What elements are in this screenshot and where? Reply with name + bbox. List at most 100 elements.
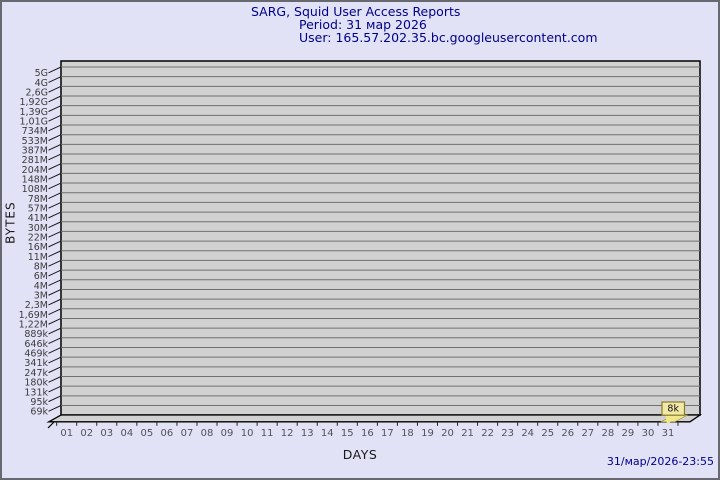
y-tick-label: 131k	[24, 387, 48, 398]
y-tick-connector	[48, 192, 62, 199]
x-tick-label: 11	[261, 428, 274, 439]
y-tick-connector	[48, 230, 62, 238]
y-tick-label: 69k	[30, 407, 48, 418]
y-tick-connector	[48, 76, 62, 83]
y-tick-connector	[48, 172, 62, 180]
x-tick-label: 23	[501, 428, 514, 439]
x-tick-label: 17	[381, 428, 394, 439]
y-tick-label: 387M	[22, 145, 48, 156]
y-tick-label: 11M	[28, 252, 48, 263]
y-tick-label: 1,69M	[19, 310, 48, 321]
x-tick-label: 07	[181, 428, 194, 439]
report-timestamp: 31/мар/2026-23:55	[606, 455, 714, 468]
y-tick-connector	[48, 250, 62, 258]
x-tick-label: 24	[521, 428, 534, 439]
y-tick-connector	[48, 298, 62, 306]
x-tick-label: 10	[241, 428, 254, 439]
y-tick-connector	[48, 376, 62, 383]
x-tick-label: 13	[301, 428, 314, 439]
annotation-box	[661, 401, 686, 416]
x-tick-label: 04	[120, 428, 133, 439]
y-tick-connector	[48, 347, 62, 354]
y-tick-connector	[48, 124, 62, 132]
y-tick-label: 4G	[35, 78, 48, 89]
y-tick-connector	[48, 211, 62, 219]
y-tick-connector	[48, 327, 62, 335]
y-tick-label: 78M	[28, 194, 48, 205]
y-tick-connector	[48, 337, 62, 345]
y-tick-label: 1,01G	[19, 116, 48, 127]
x-tick-label: 20	[441, 428, 454, 439]
y-tick-label: 1,39G	[19, 107, 48, 118]
y-tick-label: 247k	[24, 368, 48, 379]
x-tick-label: 06	[161, 428, 174, 439]
x-tick-label: 30	[642, 428, 655, 439]
y-tick-connector	[48, 395, 62, 403]
y-tick-label: 30M	[28, 223, 48, 234]
y-tick-label: 889k	[24, 329, 48, 340]
x-tick-label: 05	[141, 428, 154, 439]
y-tick-connector	[48, 279, 62, 287]
y-tick-connector	[48, 385, 62, 393]
y-tick-connector	[48, 240, 62, 248]
y-tick-label: 41M	[28, 213, 48, 224]
y-tick-connector	[48, 318, 62, 325]
y-tick-label: 108M	[22, 184, 48, 195]
y-tick-label: 204M	[22, 165, 48, 176]
x-tick-label: 15	[341, 428, 354, 439]
x-tick-label: 25	[541, 428, 554, 439]
x-tick-label: 26	[561, 428, 574, 439]
y-tick-connector	[48, 269, 62, 277]
y-tick-connector	[48, 308, 62, 316]
chart-subtitle-user: User: 165.57.202.35.bc.googleusercontent…	[299, 30, 598, 45]
y-tick-label: 57M	[28, 204, 48, 215]
y-tick-connector	[48, 182, 62, 190]
y-tick-label: 4M	[34, 281, 48, 292]
y-tick-connector	[48, 405, 62, 412]
x-tick-label: 31	[662, 428, 675, 439]
y-tick-label: 16M	[28, 242, 48, 253]
x-tick-label: 27	[581, 428, 594, 439]
y-axis-title: BYTES	[3, 201, 18, 244]
y-tick-label: 533M	[22, 136, 48, 147]
y-tick-label: 3M	[34, 291, 48, 302]
chart-subtitle-period: Period: 31 мар 2026	[299, 17, 427, 32]
x-tick-label: 09	[221, 428, 234, 439]
y-tick-label: 95k	[30, 397, 48, 408]
y-tick-label: 281M	[22, 155, 48, 166]
y-tick-connector	[48, 114, 62, 122]
y-tick-label: 341k	[24, 358, 48, 369]
x-tick-label: 18	[401, 428, 414, 439]
y-tick-connector	[48, 143, 62, 151]
y-tick-label: 22M	[28, 233, 48, 244]
y-tick-label: 8M	[34, 262, 48, 273]
y-tick-connector	[48, 201, 62, 209]
y-tick-connector	[48, 134, 62, 141]
x-axis-title: DAYS	[342, 447, 378, 462]
y-tick-connector	[48, 259, 62, 267]
x-tick-label: 16	[361, 428, 374, 439]
x-tick-label: 29	[622, 428, 635, 439]
x-tick-label: 28	[601, 428, 614, 439]
x-tick-label: 08	[201, 428, 214, 439]
y-tick-label: 646k	[24, 339, 48, 350]
y-tick-connector	[48, 288, 62, 296]
x-tick-label: 03	[100, 428, 113, 439]
chart-title: SARG, Squid User Access Reports	[251, 4, 461, 19]
y-tick-label: 1,22M	[19, 320, 48, 331]
y-tick-label: 734M	[22, 126, 48, 137]
x-tick-label: 19	[421, 428, 434, 439]
x-tick-label: 22	[481, 428, 494, 439]
y-tick-label: 469k	[24, 349, 48, 360]
y-tick-connector	[48, 366, 62, 374]
plot-area	[60, 60, 701, 416]
y-tick-connector	[48, 66, 62, 74]
y-tick-connector	[48, 153, 62, 161]
y-tick-connector	[48, 85, 62, 93]
y-tick-connector	[48, 356, 62, 364]
y-tick-label: 2,3M	[25, 300, 48, 311]
y-tick-label: 2,6G	[26, 87, 48, 98]
y-tick-connector	[48, 163, 62, 170]
